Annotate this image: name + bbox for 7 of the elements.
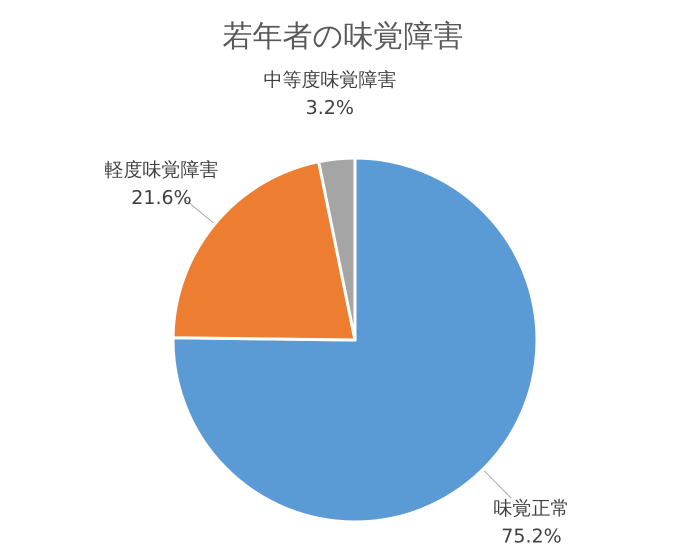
data-label: 3.2% bbox=[306, 97, 354, 120]
chart-title: 若年者の味覚障害 bbox=[222, 19, 464, 54]
data-label: 21.6% bbox=[131, 186, 192, 209]
data-label: 75.2% bbox=[501, 526, 562, 548]
slice-label: 中等度味覚障害 bbox=[263, 69, 396, 92]
slice-label: 味覚正常 bbox=[493, 498, 570, 520]
slice-label: 軽度味覚障害 bbox=[104, 158, 218, 181]
